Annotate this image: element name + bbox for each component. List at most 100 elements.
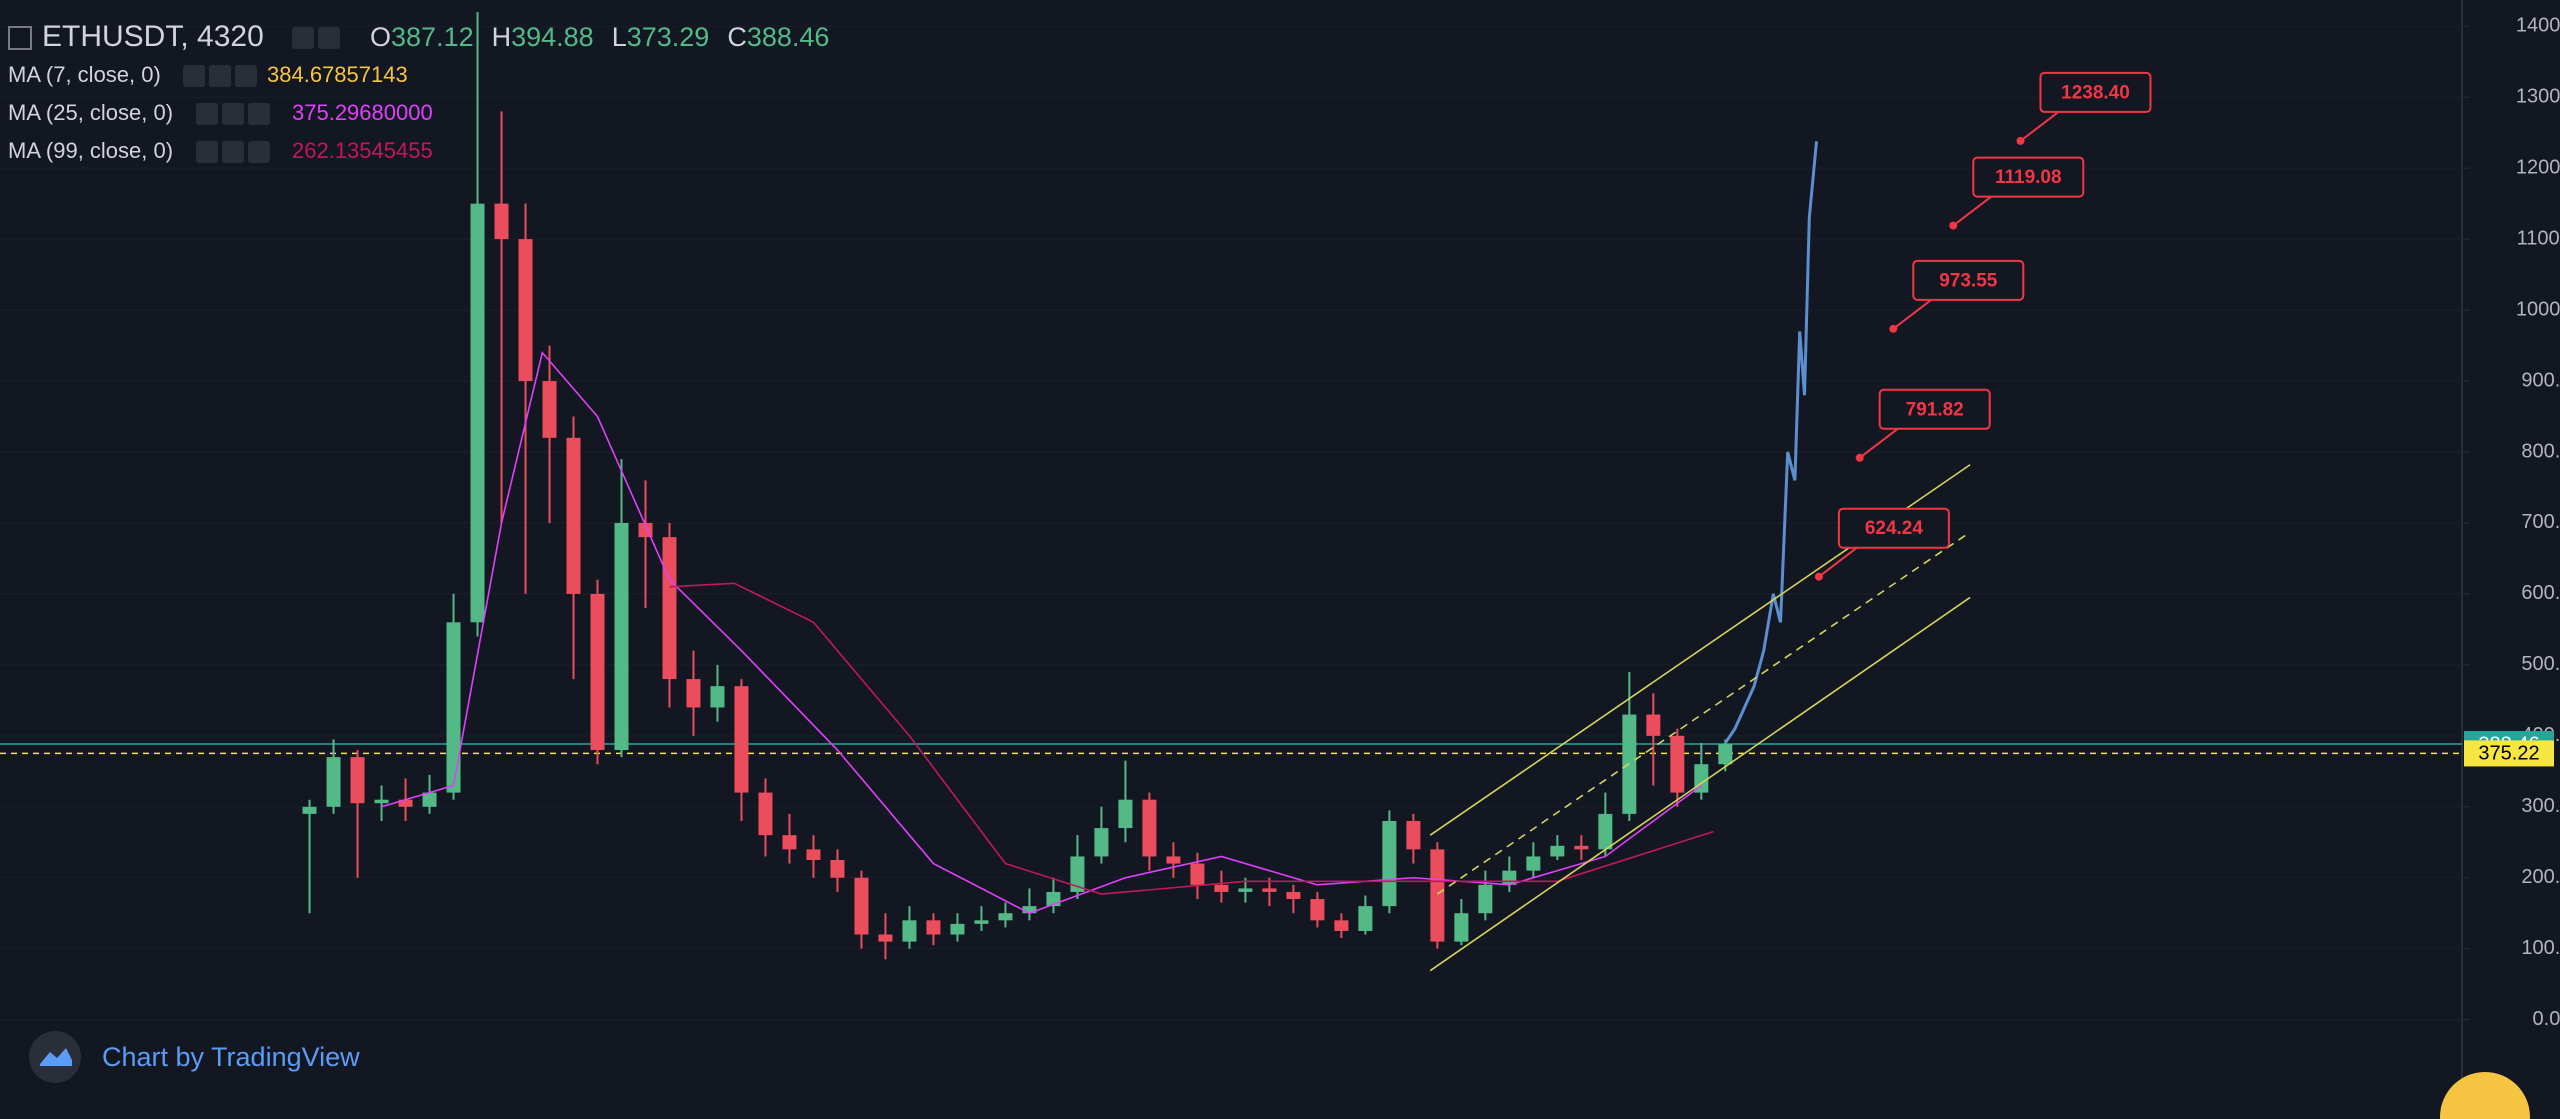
indicator-value: 384.67857143 <box>267 62 408 87</box>
callout-connector <box>1859 428 1899 459</box>
price-label: 375.22 <box>2478 743 2539 765</box>
candle-body <box>494 203 509 240</box>
candle-body <box>1646 714 1661 736</box>
candle-body <box>1430 849 1445 942</box>
candle-body <box>806 849 821 861</box>
indicator-icon[interactable] <box>235 65 257 88</box>
candle-body <box>1598 813 1613 850</box>
candle-body <box>1190 863 1205 885</box>
settings-icon[interactable] <box>318 27 341 50</box>
callout-pin <box>1814 572 1823 581</box>
candle-body <box>1310 899 1325 921</box>
candle-body <box>326 757 341 807</box>
indicator-icon[interactable] <box>222 141 244 164</box>
callout-pin <box>1949 221 1958 230</box>
candle-body <box>734 686 749 793</box>
candle-body <box>830 860 845 878</box>
watermark-text: Chart by TradingView <box>102 1041 360 1072</box>
ohlc-key: H <box>491 22 512 52</box>
candle-body <box>926 920 941 935</box>
candle-body <box>1334 920 1349 931</box>
candle-body <box>950 923 965 935</box>
indicator-icon[interactable] <box>248 103 270 126</box>
callout-box <box>1972 156 2085 198</box>
candle-body <box>902 920 917 942</box>
callout-box <box>1837 507 1950 549</box>
price-label-box <box>2464 740 2554 767</box>
indicator-icon[interactable] <box>183 65 205 88</box>
candle-body <box>686 679 701 708</box>
candle-body <box>1262 888 1277 892</box>
y-tick-label: 1200.00 <box>2516 156 2560 178</box>
candle-body <box>710 686 725 708</box>
ohlc-value: 394.88 <box>511 22 594 52</box>
candle-body <box>878 934 893 942</box>
candle-body <box>350 757 365 804</box>
callout-box <box>1878 388 1991 430</box>
candle-body <box>1094 828 1109 857</box>
candle-body <box>1670 735 1685 793</box>
candle-body <box>542 381 557 438</box>
candle-body <box>614 522 629 751</box>
candle-body <box>566 437 581 594</box>
indicator-icon[interactable] <box>196 103 218 126</box>
candle-body <box>374 799 389 804</box>
candle-body <box>1526 856 1541 871</box>
ohlc-value: 387.12 <box>391 22 474 52</box>
icons <box>292 20 344 53</box>
candle-body <box>998 913 1013 921</box>
watermark: Chart by TradingView <box>28 1030 360 1084</box>
candle-body <box>1286 891 1301 900</box>
candle-body <box>1550 845 1565 857</box>
eye-icon[interactable] <box>292 27 315 50</box>
callout-connector <box>1892 299 1932 330</box>
candle-body <box>1118 799 1133 829</box>
candle-body <box>662 537 677 680</box>
y-tick-label: 300.00 <box>2521 795 2560 817</box>
callout-connector <box>1818 546 1858 578</box>
candle-body <box>422 792 437 807</box>
indicator-value: 375.29680000 <box>292 100 433 125</box>
tv-logo <box>29 1031 81 1083</box>
candle-body <box>974 920 989 924</box>
candle-body <box>1574 845 1589 850</box>
candle-body <box>470 203 485 623</box>
callout-label: 1119.08 <box>1995 167 2062 188</box>
indicator-name: MA (7, close, 0) <box>8 62 161 87</box>
callout-connector <box>2019 111 2060 142</box>
collapse-icon[interactable] <box>8 26 32 51</box>
callout-box <box>1912 259 2025 301</box>
line-series <box>1436 531 1971 895</box>
indicator-row: MA (7, close, 0) 384.67857143 <box>8 62 408 88</box>
indicator-icon[interactable] <box>196 141 218 164</box>
callout-label: 624.24 <box>1865 518 1924 539</box>
symbol: ETHUSDT, 4320 <box>42 20 264 53</box>
ohlc-key: L <box>611 22 627 52</box>
indicator-icon[interactable] <box>248 141 270 164</box>
candle-body <box>1142 799 1157 857</box>
indicator-row: MA (25, close, 0) 375.29680000 <box>8 100 433 126</box>
indicator-name: MA (99, close, 0) <box>8 138 174 163</box>
callout-label: 791.82 <box>1906 399 1964 420</box>
candle-body <box>1214 884 1229 892</box>
candle-body <box>398 799 413 807</box>
line-series <box>669 582 1714 895</box>
y-tick-label: 500.00 <box>2521 653 2560 675</box>
candle-body <box>1382 820 1397 907</box>
candle-body <box>854 877 869 935</box>
indicator-icon[interactable] <box>222 103 244 126</box>
callout-pin <box>2016 136 2025 145</box>
ohlc-key: O <box>370 22 392 52</box>
ohlc-value: 388.46 <box>746 22 830 52</box>
y-tick-label: 1400.00 <box>2516 15 2560 37</box>
y-tick-label: 800.00 <box>2521 440 2560 462</box>
line-series <box>1724 141 1818 744</box>
ohlc-key: C <box>727 22 747 52</box>
y-tick-label: 200.00 <box>2521 866 2560 888</box>
candle-body <box>518 239 533 382</box>
candle-body <box>1070 856 1085 892</box>
indicator-icon[interactable] <box>209 65 231 88</box>
